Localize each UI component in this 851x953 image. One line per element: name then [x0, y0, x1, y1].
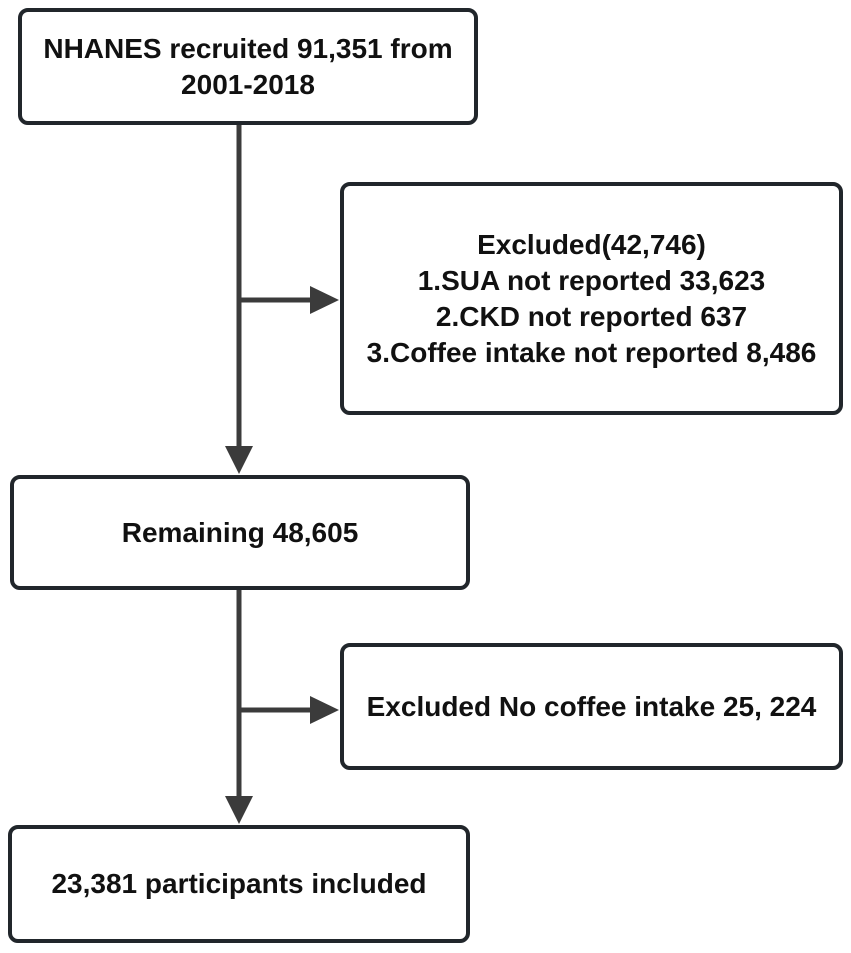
box-included: 23,381 participants included: [8, 825, 470, 943]
box-excluded-stage1-title: Excluded(42,746): [477, 228, 706, 260]
box-recruited-label: NHANES recruited 91,351 from 2001-2018: [43, 32, 453, 100]
box-remaining: Remaining 48,605: [10, 475, 470, 590]
box-excluded-stage2-label: Excluded No coffee intake 25, 224: [366, 690, 817, 722]
branch-arrow-to-excluded-stage2: [239, 696, 339, 724]
arrow-recruited-to-remaining: [225, 124, 253, 474]
box-remaining-label: Remaining 48,605: [121, 516, 359, 548]
box-recruited: NHANES recruited 91,351 from 2001-2018: [18, 8, 478, 125]
box-excluded-stage1-item-2: 2.CKD not reported 637: [435, 300, 748, 332]
arrow-remaining-to-included: [225, 589, 253, 824]
box-excluded-stage1-item-3: 3.Coffee intake not reported 8,486: [366, 336, 817, 368]
box-excluded-stage2: Excluded No coffee intake 25, 224: [340, 643, 843, 770]
box-excluded-stage1: Excluded(42,746) 1.SUA not reported 33,6…: [340, 182, 843, 415]
box-excluded-stage1-item-1: 1.SUA not reported 33,623: [417, 264, 766, 296]
box-included-label: 23,381 participants included: [51, 868, 427, 899]
branch-arrow-to-excluded-stage1: [239, 286, 339, 314]
